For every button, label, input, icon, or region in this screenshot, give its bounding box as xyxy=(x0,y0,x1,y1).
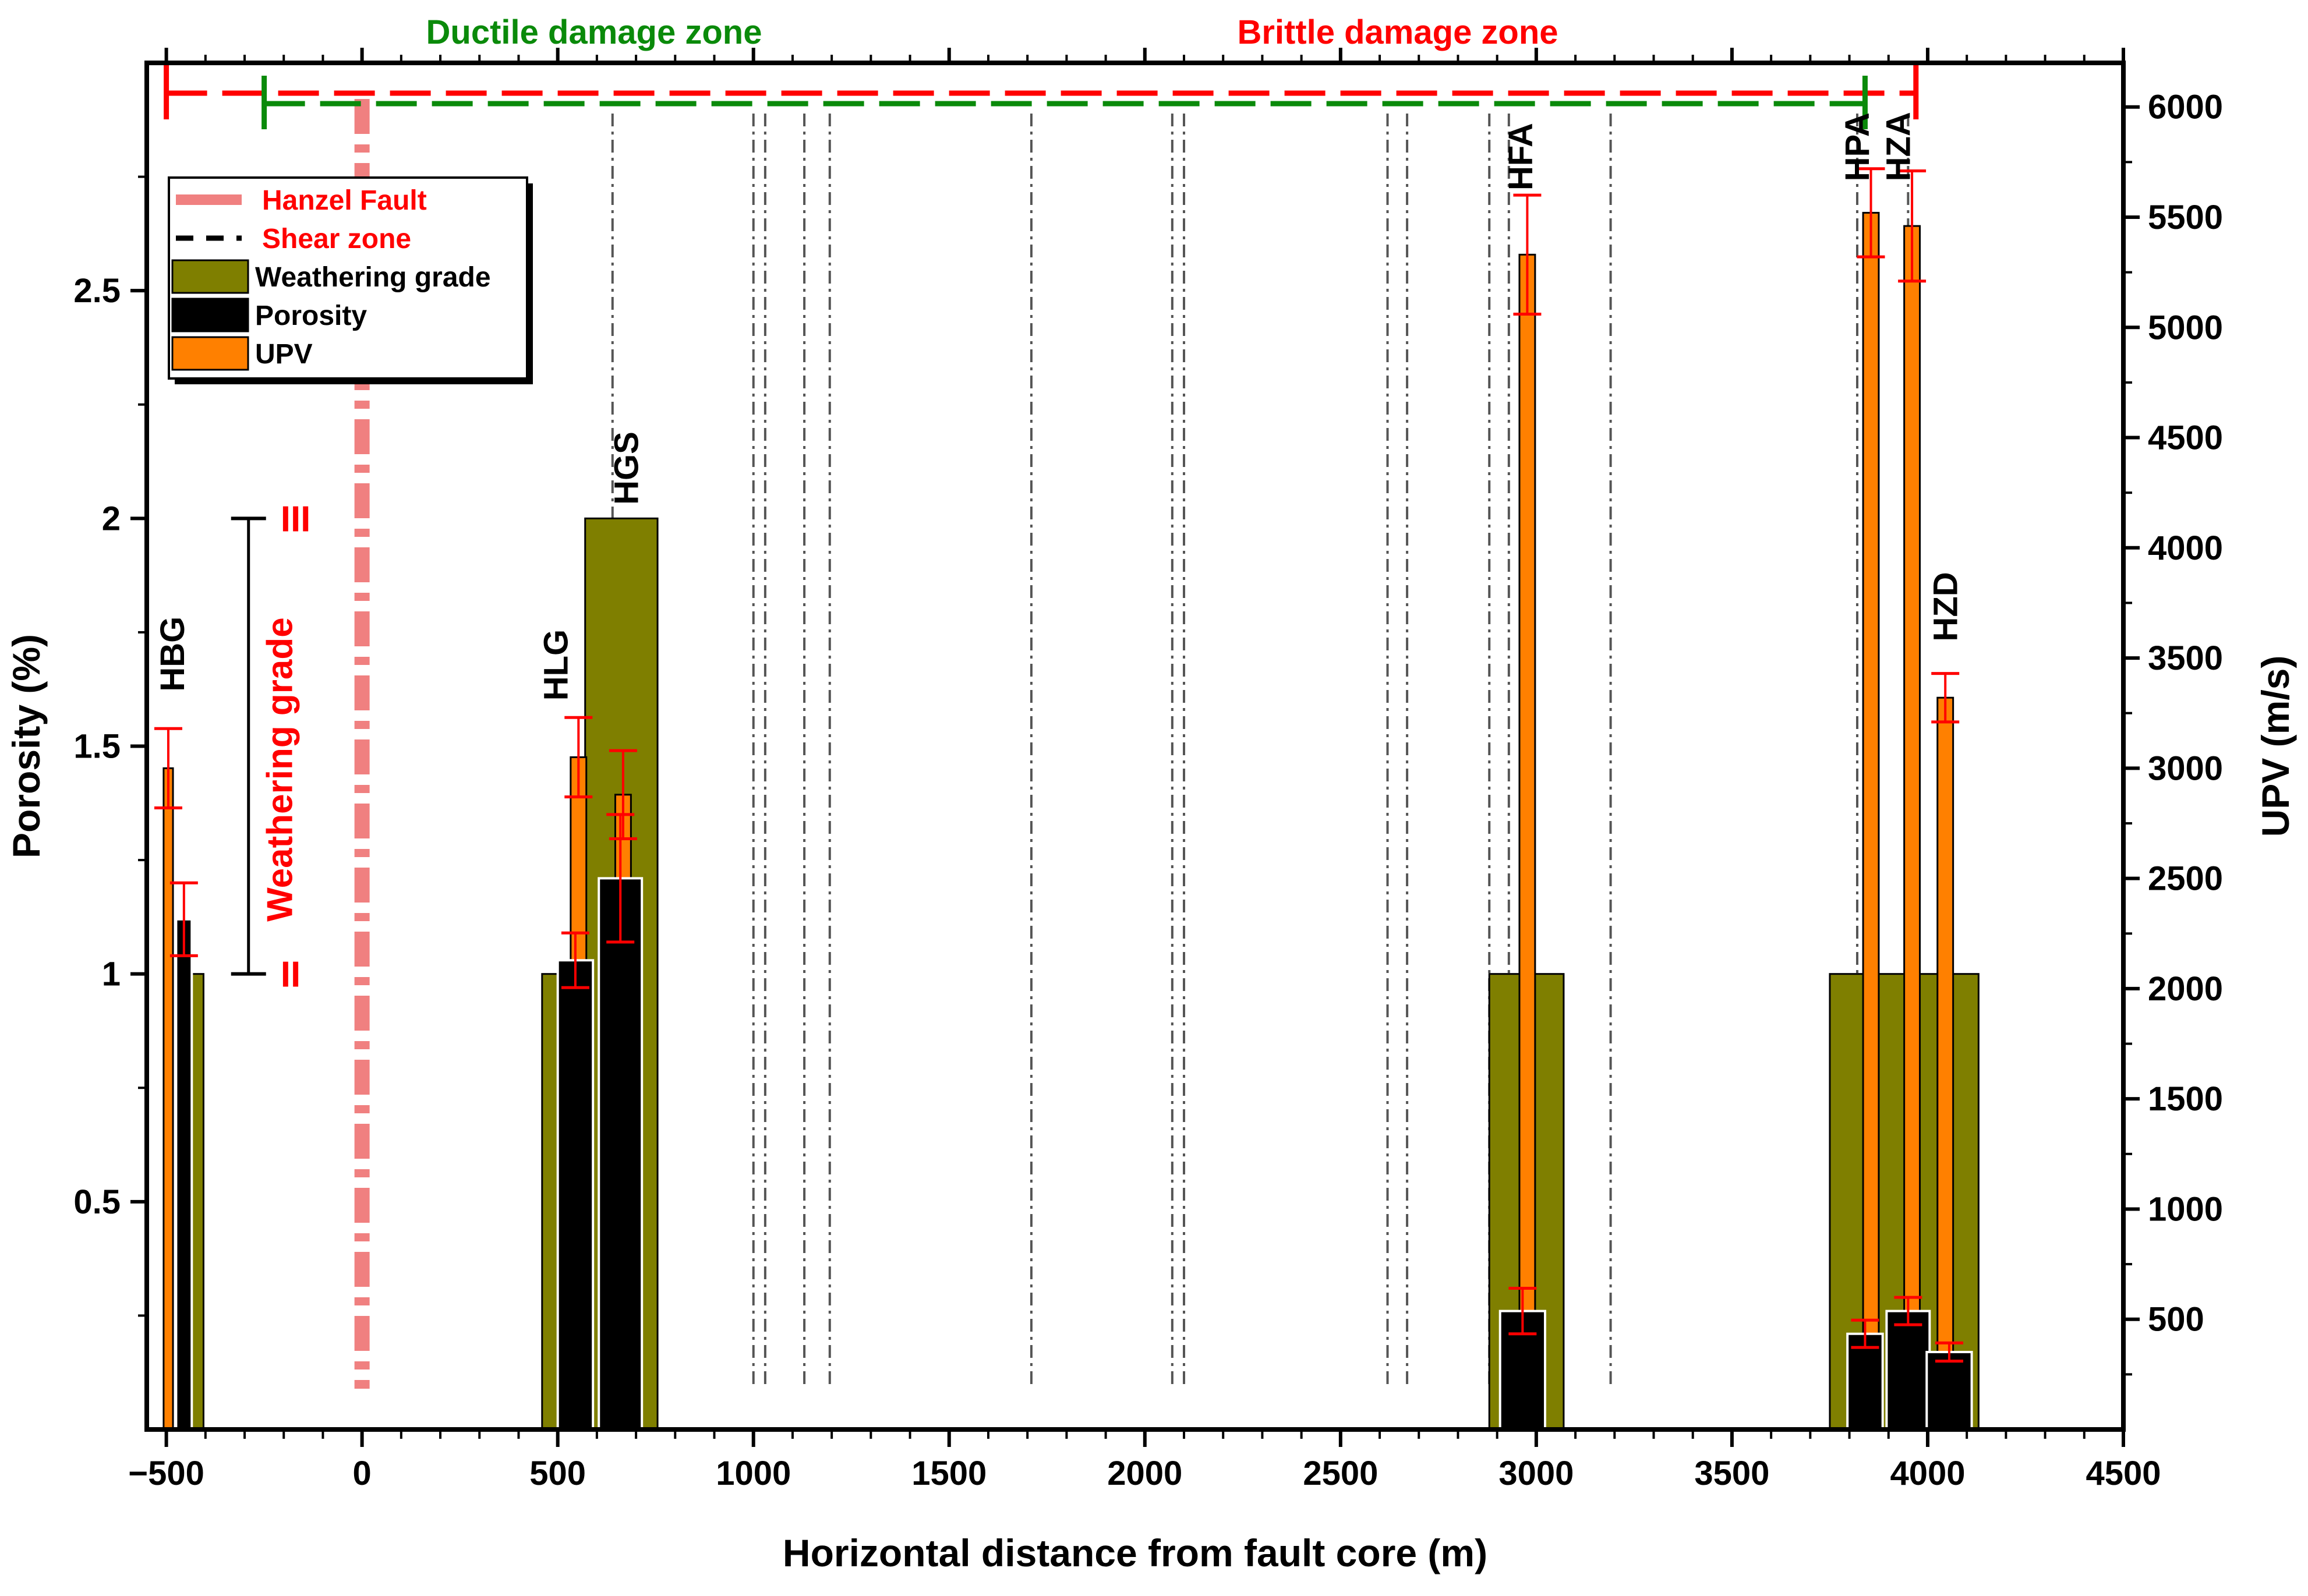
x-tick-label: 500 xyxy=(529,1455,586,1492)
x-tick-label: −500 xyxy=(128,1455,204,1492)
y-right-tick-label: 3000 xyxy=(2148,749,2223,787)
y-left-axis-title: Porosity (%) xyxy=(5,634,48,858)
y-right-axis-title: UPV (m/s) xyxy=(2254,656,2297,837)
damage-zone-lines: Ductile damage zone Brittle damage zone xyxy=(164,13,1919,129)
y-right-tick-label: 2500 xyxy=(2148,860,2223,898)
legend-swatch-box xyxy=(171,298,249,332)
x-tick-label: 3500 xyxy=(1694,1455,1769,1492)
porosity-bar xyxy=(1846,1332,1884,1431)
y-right-tick-label: 4000 xyxy=(2148,529,2223,567)
y-right-tick-label: 500 xyxy=(2148,1301,2204,1339)
y-right-tick-label: 4500 xyxy=(2148,419,2223,457)
porosity-bar xyxy=(175,918,193,1431)
upv-bar xyxy=(1862,211,1880,1431)
error-bars xyxy=(154,167,1963,1363)
legend-label: Porosity xyxy=(255,300,367,331)
sample-label: HPA xyxy=(1839,112,1876,181)
x-tick-label: 4500 xyxy=(2086,1455,2161,1492)
weathering-scale-label: Weathering grade xyxy=(260,617,301,922)
porosity-bar xyxy=(598,877,644,1431)
upv-bar xyxy=(162,767,174,1431)
y-left-tick-label: 2.5 xyxy=(73,272,121,310)
y-right-tick-label: 1000 xyxy=(2148,1190,2223,1228)
y-left-tick-label: 1.5 xyxy=(73,728,121,766)
porosity-bar xyxy=(1925,1351,1973,1431)
x-tick-label: 2500 xyxy=(1303,1455,1378,1492)
upv-bar xyxy=(1936,696,1954,1431)
sample-label: HLG xyxy=(537,629,575,700)
x-axis-title: Horizontal distance from fault core (m) xyxy=(783,1531,1487,1574)
legend: Hanzel Fault Shear zone Weathering grade Po… xyxy=(168,176,533,384)
y-right-tick-label: 1500 xyxy=(2148,1080,2223,1118)
x-tick-label: 4000 xyxy=(1890,1455,1965,1492)
porosity-bars xyxy=(175,877,1973,1431)
x-tick-label: 1000 xyxy=(716,1455,791,1492)
x-tick-label: 1500 xyxy=(911,1455,987,1492)
legend-label: Weathering grade xyxy=(255,262,491,293)
weathering-scale-grade: II xyxy=(281,955,301,995)
y-right-tick-label: 5000 xyxy=(2148,309,2223,346)
sample-labels: HBG HLG HGS HFA HPA HZA HZD xyxy=(154,112,1965,700)
sample-label: HZD xyxy=(1927,572,1964,641)
sample-label: HFA xyxy=(1502,123,1540,190)
sample-label: HGS xyxy=(607,431,645,505)
axes: −500 0 500 1000 1500 2000 2500 3000 3500 4000 4500… xyxy=(5,48,2297,1574)
y-right-tick-label: 3500 xyxy=(2148,639,2223,677)
legend-swatch-box xyxy=(171,259,249,294)
y-right-tick-label: 5500 xyxy=(2148,199,2223,236)
sample-label: HZA xyxy=(1880,112,1918,181)
weathering-scale-grade: III xyxy=(281,499,311,539)
porosity-bar xyxy=(556,959,595,1431)
x-tick-label: 0 xyxy=(353,1455,372,1492)
y-right-tick-label: 6000 xyxy=(2148,89,2223,126)
porosity-bar xyxy=(1885,1310,1931,1431)
sample-label: HBG xyxy=(154,617,192,692)
legend-label: UPV xyxy=(255,339,313,370)
y-left-tick-label: 1 xyxy=(102,956,121,993)
x-tick-label: 2000 xyxy=(1107,1455,1182,1492)
ductile-zone-label: Ductile damage zone xyxy=(426,13,762,51)
y-right-tick-label: 2000 xyxy=(2148,970,2223,1008)
upv-bar xyxy=(1903,225,1921,1431)
y-left-tick-label: 0.5 xyxy=(73,1183,121,1221)
legend-label: Shear zone xyxy=(262,224,411,254)
x-tick-label: 3000 xyxy=(1498,1455,1574,1492)
y-left-tick-label: 2 xyxy=(102,500,121,537)
legend-swatch-box xyxy=(171,336,249,371)
legend-label: Hanzel Fault xyxy=(262,185,427,216)
brittle-zone-label: Brittle damage zone xyxy=(1237,13,1558,51)
upv-bar xyxy=(1518,253,1536,1431)
